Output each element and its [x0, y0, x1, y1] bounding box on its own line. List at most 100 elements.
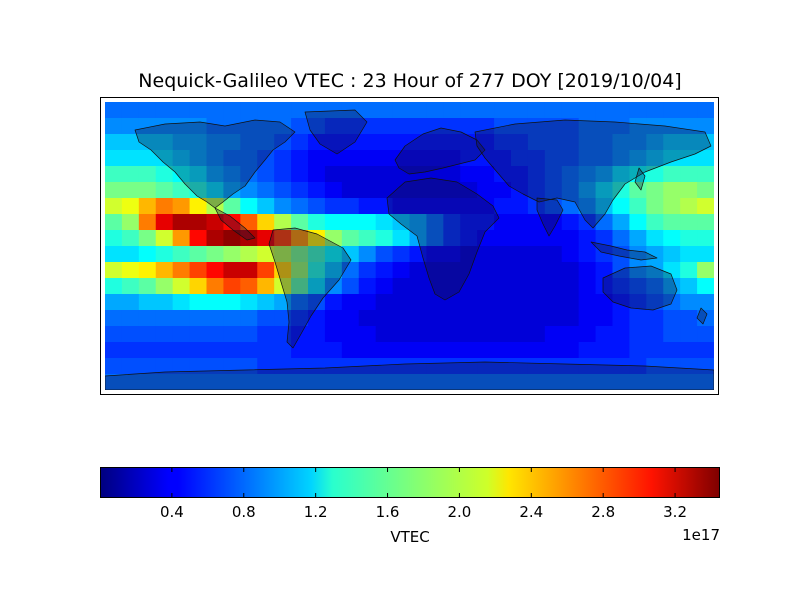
heatmap-cell — [155, 358, 174, 375]
heatmap-cell — [477, 246, 495, 263]
heatmap-cell — [680, 310, 698, 327]
heatmap-cell — [646, 198, 664, 215]
heatmap-cell — [426, 374, 444, 390]
heatmap-cell — [426, 294, 444, 311]
land-south-america — [268, 227, 352, 349]
heatmap-cell — [426, 150, 444, 167]
heatmap-cell — [172, 342, 191, 359]
heatmap-cell — [561, 262, 580, 279]
heatmap-cell — [172, 102, 191, 119]
colorbar — [100, 467, 720, 498]
heatmap-cell — [629, 230, 647, 247]
heatmap-cell — [358, 358, 377, 375]
heatmap-cell — [341, 246, 360, 263]
heatmap-cell — [544, 278, 563, 295]
heatmap-cell — [375, 102, 394, 119]
heatmap-cell — [443, 150, 461, 167]
heatmap-cell — [155, 342, 174, 359]
heatmap-cell — [494, 246, 512, 263]
heatmap-cell — [155, 374, 174, 390]
heatmap-cell — [324, 118, 343, 135]
heatmap-cell — [308, 166, 326, 183]
heatmap-cell — [138, 230, 157, 247]
heatmap-cell — [612, 198, 631, 215]
heatmap-cell — [324, 166, 343, 183]
heatmap-cell — [291, 214, 309, 231]
heatmap-cell — [561, 118, 580, 135]
heatmap-cell — [189, 326, 208, 343]
heatmap-cell — [324, 246, 343, 263]
heatmap-cell — [680, 198, 698, 215]
heatmap-cell — [375, 166, 394, 183]
heatmap-cell — [595, 118, 614, 135]
heatmap-cell — [409, 182, 428, 199]
heatmap-cell — [375, 278, 394, 295]
heatmap-cell — [578, 134, 597, 151]
heatmap-cell — [138, 198, 157, 215]
heatmap-cell — [629, 198, 647, 215]
heatmap-cell — [105, 294, 123, 311]
heatmap-cell — [291, 374, 309, 390]
heatmap-cell — [527, 294, 546, 311]
heatmap-cell — [409, 118, 428, 135]
heatmap-cell — [155, 246, 174, 263]
heatmap-cell — [324, 294, 343, 311]
heatmap-cell — [477, 262, 495, 279]
heatmap-cell — [612, 374, 631, 390]
heatmap-cell — [308, 246, 326, 263]
colorbar-tick-label: 2.4 — [519, 503, 544, 521]
heatmap-cell — [595, 262, 614, 279]
heatmap-cell — [308, 294, 326, 311]
heatmap-cell — [189, 262, 208, 279]
heatmap-cell — [223, 326, 241, 343]
heatmap-cell — [121, 214, 140, 231]
heatmap-cell — [511, 230, 529, 247]
heatmap-cell — [358, 134, 377, 151]
heatmap-cell — [544, 150, 563, 167]
heatmap-cell — [527, 326, 546, 343]
heatmap-cell — [663, 358, 681, 375]
heatmap-cell — [477, 150, 495, 167]
heatmap-cell — [578, 166, 597, 183]
heatmap-cell — [121, 102, 140, 119]
heatmap-cell — [274, 342, 292, 359]
heatmap-cell — [527, 150, 546, 167]
heatmap-cell — [375, 358, 394, 375]
heatmap-cell — [561, 102, 580, 119]
heatmap-cell — [274, 214, 292, 231]
heatmap-cell — [189, 198, 208, 215]
heatmap-cell — [680, 262, 698, 279]
heatmap-cell — [494, 326, 512, 343]
heatmap-cell — [240, 198, 258, 215]
heatmap-cell — [680, 150, 698, 167]
heatmap-cell — [561, 310, 580, 327]
heatmap-cell — [172, 166, 191, 183]
land-australia — [602, 265, 678, 311]
heatmap-cell — [206, 310, 225, 327]
heatmap-cell — [341, 262, 360, 279]
heatmap-cell — [680, 102, 698, 119]
heatmap-cell — [105, 310, 123, 327]
heatmap-cell — [341, 150, 360, 167]
heatmap-cell — [527, 374, 546, 390]
heatmap-cell — [629, 342, 647, 359]
heatmap-cell — [663, 342, 681, 359]
heatmap-cell — [646, 150, 664, 167]
heatmap-cell — [308, 118, 326, 135]
heatmap-cell — [612, 326, 631, 343]
heatmap-cell — [291, 342, 309, 359]
land-europe — [394, 127, 486, 175]
heatmap-cell — [680, 278, 698, 295]
heatmap-cell — [155, 262, 174, 279]
heatmap-cell — [105, 182, 123, 199]
heatmap-cell — [105, 166, 123, 183]
heatmap-cell — [223, 182, 241, 199]
heatmap-cell — [189, 374, 208, 390]
heatmap-cell — [358, 246, 377, 263]
heatmap-cell — [341, 374, 360, 390]
heatmap-cell — [511, 198, 529, 215]
heatmap-cell — [324, 150, 343, 167]
heatmap-cell — [629, 182, 647, 199]
heatmap-cell — [206, 230, 225, 247]
heatmap-cell — [240, 102, 258, 119]
